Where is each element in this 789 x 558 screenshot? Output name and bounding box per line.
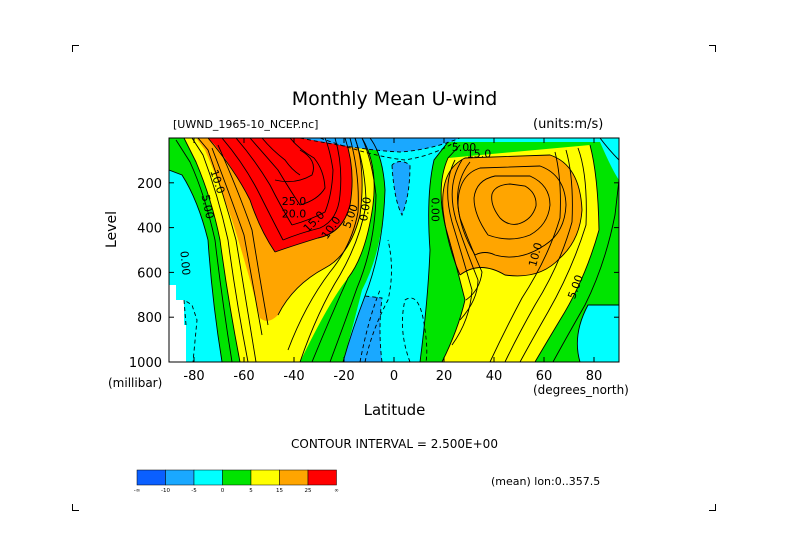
chart-title: Monthly Mean U-wind bbox=[291, 88, 498, 110]
x-tick-label: -20 bbox=[333, 369, 354, 384]
contour-label: 25.0 bbox=[282, 195, 307, 208]
y-axis: 200 400 600 800 1000 bbox=[129, 177, 619, 371]
x-tick-label: -80 bbox=[183, 369, 204, 384]
x-tick-label: -40 bbox=[283, 369, 304, 384]
crop-mark-top-left bbox=[72, 45, 79, 52]
crop-mark-top-right bbox=[709, 45, 716, 52]
colorbar-tick-label: -∞ bbox=[134, 488, 141, 494]
colorbar-tick-label: 15 bbox=[276, 488, 283, 494]
x-axis: -80 -60 -40 -20 0 20 40 60 80 bbox=[183, 138, 602, 384]
filled-contours bbox=[169, 138, 619, 362]
contour-interval-label: CONTOUR INTERVAL = 2.500E+00 bbox=[291, 437, 498, 451]
contour-label: 5.00 bbox=[199, 193, 217, 220]
colorbar-tick-label: 5 bbox=[249, 488, 253, 494]
colorbar-box bbox=[279, 469, 309, 486]
y-tick-label: 400 bbox=[137, 222, 162, 237]
units-label: (units:m/s) bbox=[533, 117, 604, 132]
y-tick-label: 200 bbox=[137, 177, 162, 192]
colorbar: -∞ -10 -5 0 5 15 25 ∞ bbox=[134, 469, 339, 494]
colorbar-box bbox=[136, 469, 166, 486]
y-unit-label: (millibar) bbox=[108, 376, 163, 390]
crop-mark-bottom-left bbox=[72, 504, 79, 511]
colorbar-boxes bbox=[136, 469, 337, 486]
negative-contour-lines bbox=[183, 138, 461, 362]
colorbar-box bbox=[250, 469, 280, 486]
crop-mark-bottom-right bbox=[709, 504, 716, 511]
colorbar-tick-labels: -∞ -10 -5 0 5 15 25 ∞ bbox=[134, 488, 339, 494]
x-tick-label: 60 bbox=[536, 369, 553, 384]
contour-label: 0.00 bbox=[357, 196, 374, 222]
x-tick-label: 0 bbox=[390, 369, 398, 384]
colorbar-tick-label: 0 bbox=[221, 488, 225, 494]
colorbar-tick-label: ∞ bbox=[334, 488, 339, 494]
contour-label: 0.00 bbox=[177, 250, 192, 276]
colorbar-tick-label: -10 bbox=[161, 488, 170, 494]
colorbar-tick-label: -5 bbox=[191, 488, 197, 494]
mean-label: (mean) lon:0..357.5 bbox=[491, 475, 601, 488]
y-tick-label: 1000 bbox=[129, 356, 162, 371]
x-axis-label: Latitude bbox=[363, 401, 426, 419]
x-tick-label: 40 bbox=[486, 369, 503, 384]
colorbar-tick-label: 25 bbox=[305, 488, 312, 494]
y-tick-label: 600 bbox=[137, 266, 162, 281]
colorbar-box bbox=[222, 469, 252, 486]
contour-label: 10.0 bbox=[526, 241, 545, 268]
x-unit-label: (degrees_north) bbox=[533, 383, 629, 397]
contour-lines bbox=[169, 138, 619, 362]
contour-label: 15.0 bbox=[467, 148, 492, 161]
x-tick-label: 80 bbox=[586, 369, 603, 384]
colorbar-box bbox=[307, 469, 337, 486]
y-tick-label: 800 bbox=[137, 311, 162, 326]
contour-label: 0.00 bbox=[429, 197, 442, 222]
x-tick-label: -60 bbox=[233, 369, 254, 384]
contour-label: 5.00 bbox=[452, 141, 477, 154]
dataset-label: [UWND_1965-10_NCEP.nc] bbox=[173, 118, 319, 131]
contour-label: 20.0 bbox=[282, 208, 307, 221]
colorbar-box bbox=[165, 469, 195, 486]
colorbar-box bbox=[193, 469, 223, 486]
x-tick-label: 20 bbox=[436, 369, 453, 384]
